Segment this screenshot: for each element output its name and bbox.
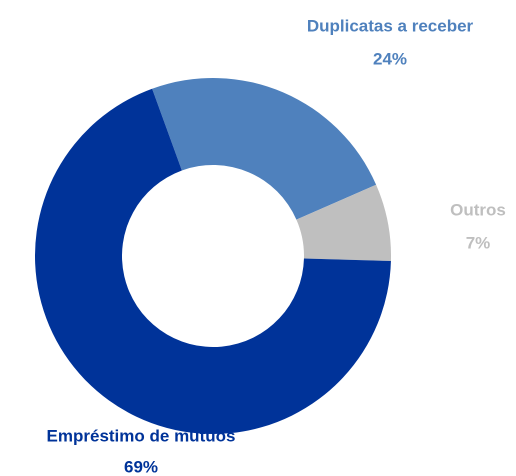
slice-label: Empréstimo de mutuos <box>47 426 236 445</box>
slice-value-label: 24% <box>373 49 407 68</box>
donut-slice <box>296 184 392 261</box>
slice-value-label: 7% <box>466 233 491 252</box>
slice-label: Outros <box>450 200 506 219</box>
donut-slice <box>35 88 391 434</box>
donut-slice <box>152 77 377 220</box>
slice-value-label: 69% <box>124 457 158 476</box>
slice-label: Duplicatas a receber <box>307 16 474 35</box>
